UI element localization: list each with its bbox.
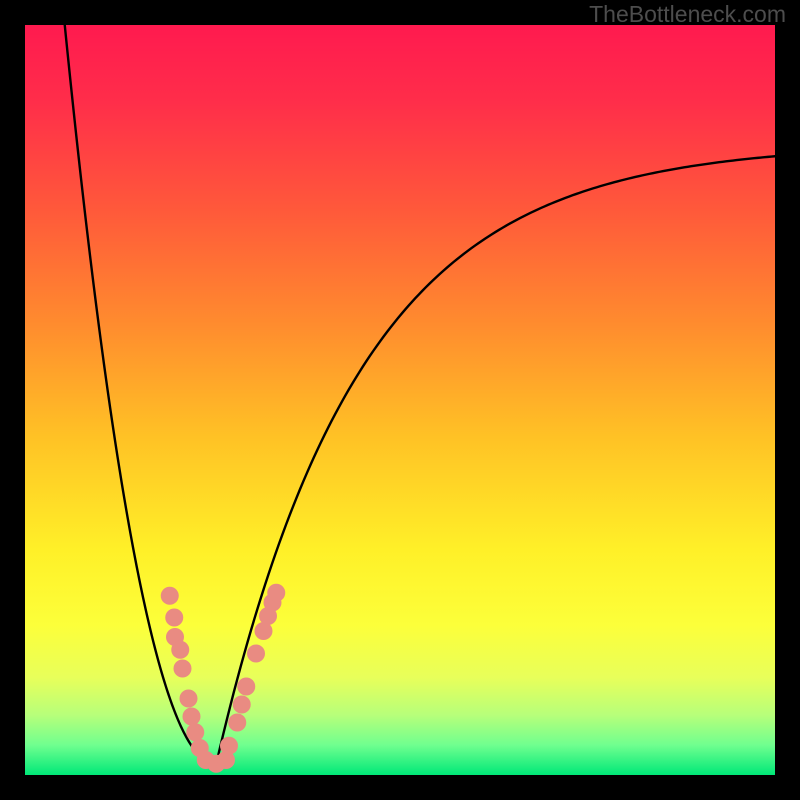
data-point	[233, 696, 251, 714]
data-point	[267, 584, 285, 602]
data-point	[165, 609, 183, 627]
data-point	[174, 660, 192, 678]
chart-root: TheBottleneck.com	[0, 0, 800, 800]
data-point	[237, 678, 255, 696]
bottleneck-curve	[65, 25, 775, 764]
watermark-text: TheBottleneck.com	[589, 1, 786, 28]
data-point	[161, 587, 179, 605]
data-point	[247, 645, 265, 663]
data-point	[220, 737, 238, 755]
data-point	[186, 723, 204, 741]
curve-layer	[25, 25, 775, 775]
plot-area	[25, 25, 775, 775]
data-point	[183, 708, 201, 726]
data-point	[228, 714, 246, 732]
data-point	[171, 641, 189, 659]
data-point	[180, 690, 198, 708]
